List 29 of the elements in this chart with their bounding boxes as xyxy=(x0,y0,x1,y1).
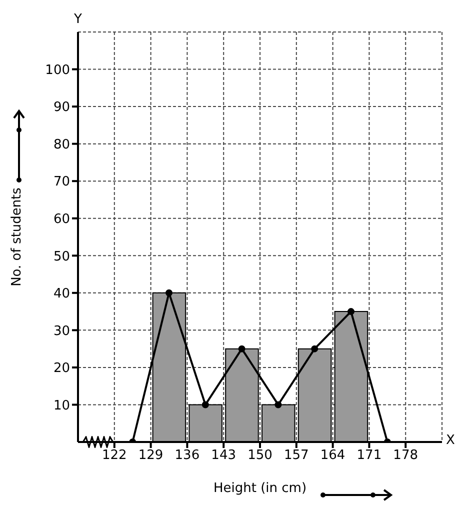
y-tick-label: 10 xyxy=(53,398,70,414)
x-tick-label: 150 xyxy=(248,448,272,464)
x-tick-label: 122 xyxy=(102,448,127,464)
y-tick-label: 60 xyxy=(53,212,70,227)
y-tick-label: 80 xyxy=(53,137,70,152)
text: Y xyxy=(74,12,82,27)
y-tick-label: 50 xyxy=(53,249,70,264)
x-tick-label: 157 xyxy=(284,448,309,464)
y-tick-label: 20 xyxy=(53,361,70,376)
x-tick-label: 143 xyxy=(211,448,236,464)
text: X xyxy=(446,433,455,448)
x-tick-label: 164 xyxy=(320,448,346,464)
point xyxy=(311,345,318,352)
point xyxy=(166,289,172,296)
x-tick-label: 129 xyxy=(138,448,164,464)
x-axis-title: Height (in cm) xyxy=(213,481,307,496)
x-tick-label: 136 xyxy=(174,448,200,464)
y-tick-label: 100 xyxy=(45,62,70,78)
y-tick-label: 30 xyxy=(53,324,70,339)
x-tick-label: 171 xyxy=(356,448,382,464)
y-tick-label: 70 xyxy=(53,174,70,190)
y-axis-title: No. of students xyxy=(10,187,25,286)
y-tick-label: 40 xyxy=(53,286,70,302)
point xyxy=(238,345,246,352)
point xyxy=(348,308,354,316)
y-tick-label: 90 xyxy=(53,100,70,116)
x-tick-label: 178 xyxy=(393,448,418,464)
point xyxy=(202,401,209,408)
point xyxy=(274,401,282,408)
